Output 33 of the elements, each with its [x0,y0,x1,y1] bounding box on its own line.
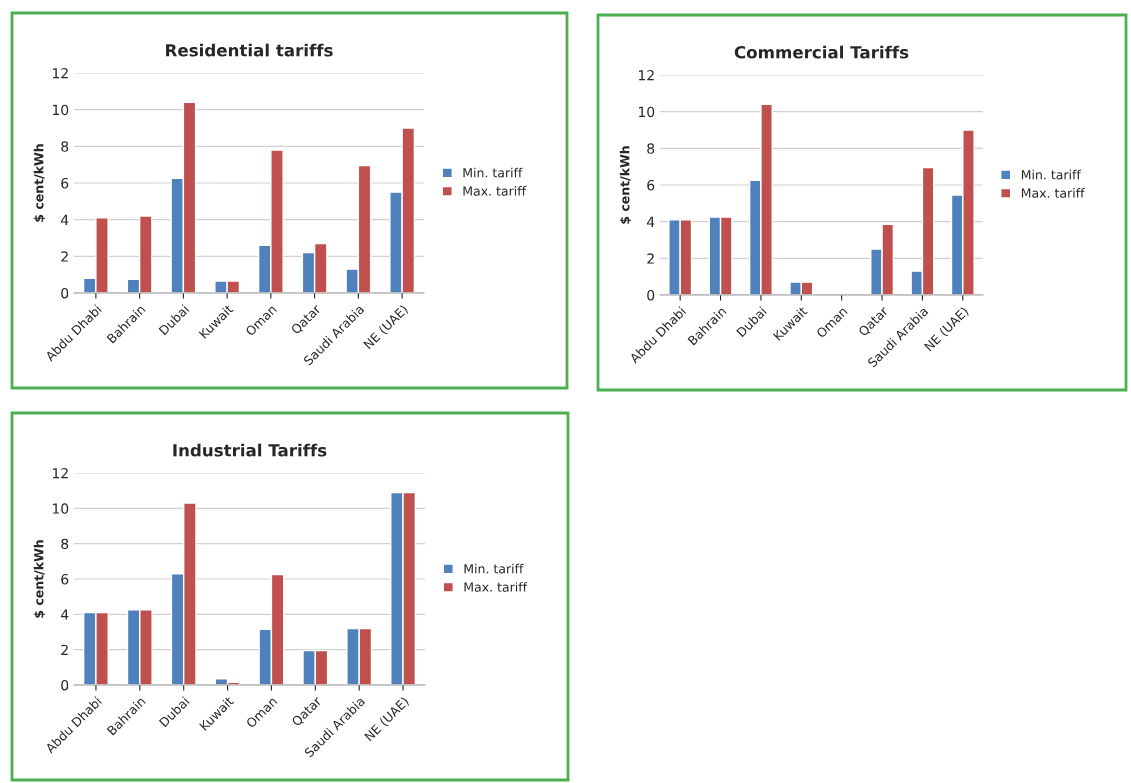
y-tick-label: 0 [61,287,69,299]
chart-title: Commercial Tariffs [734,45,909,59]
y-tick-label: 6 [647,179,655,191]
y-tick-label: 12 [638,69,654,81]
y-tick-label: 10 [52,104,69,116]
y-tick-label: 4 [60,214,69,225]
legend-label: Min. tariff [464,563,524,574]
y-tick-label: 6 [61,573,69,585]
y-tick-label: 2 [647,253,654,264]
y-tick-label: 10 [638,106,655,118]
y-tick-label: 6 [61,177,69,189]
legend-label: Min. tariff [1021,169,1082,180]
y-tick-label: 8 [61,538,69,550]
y-tick-label: 12 [52,67,68,79]
legend-label: Min. tariff [463,167,523,178]
y-axis-title: $ cent/kWh [619,146,632,224]
legend-label: Max. tariff [1021,188,1085,198]
y-tick-label: 12 [52,467,68,479]
y-tick-label: 2 [61,251,68,262]
y-axis-title: $ cent/kWh [33,144,46,222]
legend-label: Max. tariff [464,582,528,592]
chart-title: Industrial Tariffs [173,443,327,457]
y-tick-label: 0 [647,289,655,301]
y-tick-label: 4 [646,216,655,227]
y-tick-label: 8 [647,143,655,154]
y-tick-label: 0 [61,679,69,691]
legend-label: Max. tariff [463,186,527,196]
y-tick-label: 10 [52,503,69,514]
y-tick-label: 4 [60,609,69,620]
y-tick-label: 2 [61,644,68,655]
y-tick-label: 8 [61,141,69,152]
chart-title: Residential tariffs [166,43,333,57]
y-axis-title: $ cent/kWh [33,540,46,618]
